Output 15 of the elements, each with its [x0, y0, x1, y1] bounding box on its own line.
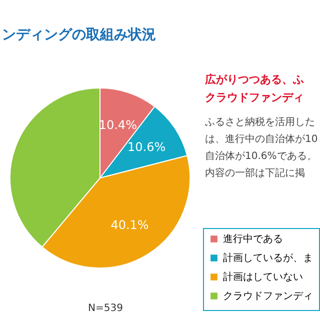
legend-label: 計画はしていない	[223, 271, 303, 283]
text: 広がりつつある、ふ	[204, 73, 304, 86]
data-label: 10.6%	[127, 140, 166, 154]
text: 自治体が10.6%である。	[205, 150, 317, 162]
legend-label: クラウドファンディ	[223, 291, 313, 302]
text: 内容の一部は下記に掲	[205, 167, 305, 179]
chart-title: ンディングの取組み状況	[2, 27, 156, 43]
data-label: 10.4%	[98, 118, 137, 132]
legend-label: 進行中である	[223, 233, 283, 245]
legend-label: 計画しているが、ま	[223, 252, 313, 264]
data-label: 40.1%	[110, 218, 149, 232]
text: クラウドファンディ	[205, 91, 304, 104]
text: N=539	[88, 303, 123, 314]
text: ふるさと納税を活用した	[204, 116, 315, 128]
text: は、進行中の自治体が10	[205, 133, 318, 145]
